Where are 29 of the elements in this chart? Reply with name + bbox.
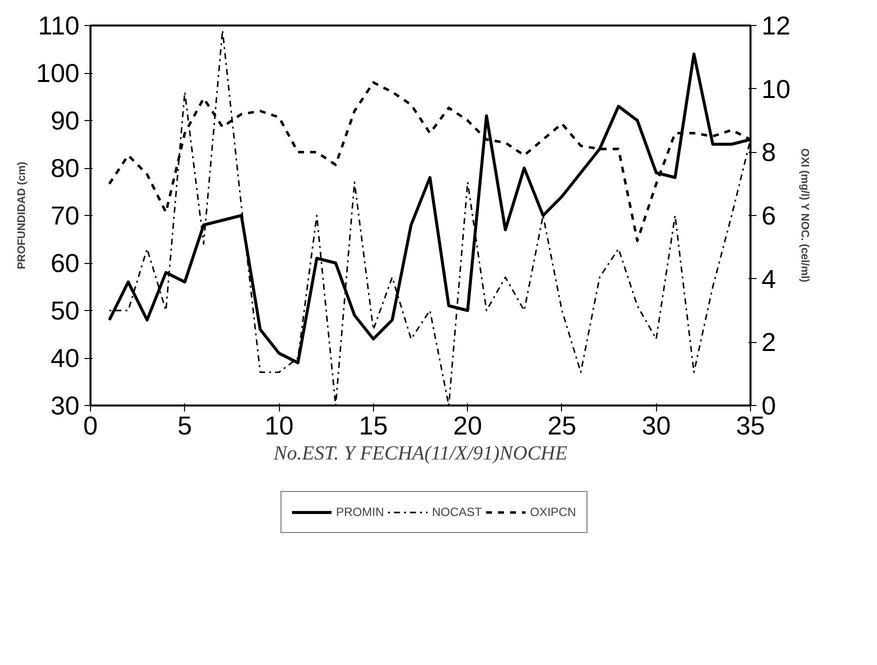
y-tick-label: 50 [50,296,80,326]
y-axis-title: PROFUNDIDAD (cm) [16,161,28,270]
x-tick-label: 25 [547,410,576,440]
y2-tick-label: 8 [762,137,776,168]
y2-tick-label: 0 [762,390,776,420]
y-tick-label: 60 [50,248,80,278]
y2-tick-label: 4 [762,264,776,294]
legend-label: PROMIN [336,505,384,519]
x-tick-label: 5 [178,410,192,440]
y-tick-label: 110 [38,10,80,40]
x-tick-label: 20 [453,410,482,440]
y2-tick-label: 12 [762,10,790,40]
y2-tick-label: 10 [762,74,790,104]
y2-tick-label: 6 [762,200,776,230]
y-tick-label: 100 [36,58,80,88]
x-tick-label: 0 [83,410,98,440]
x-tick-label: 15 [358,410,388,440]
legend-label: OXIPCN [530,505,576,519]
legend-label: NOCAST [432,505,482,519]
x-tick-label: 30 [642,410,671,440]
x-axis-title: No.EST. Y FECHA(11/X/91)NOCHE [272,442,568,464]
y-tick-label: 90 [50,106,80,136]
y2-tick-label: 2 [762,327,776,358]
y2-axis-title: OXI (mg/l) Y NOC. (cel/ml) [798,148,810,283]
x-tick-label: 10 [264,410,294,440]
y-tick-label: 80 [50,153,80,183]
y-tick-label: 70 [50,200,80,230]
y-tick-label: 30 [50,390,80,420]
y-tick-label: 40 [50,343,80,373]
